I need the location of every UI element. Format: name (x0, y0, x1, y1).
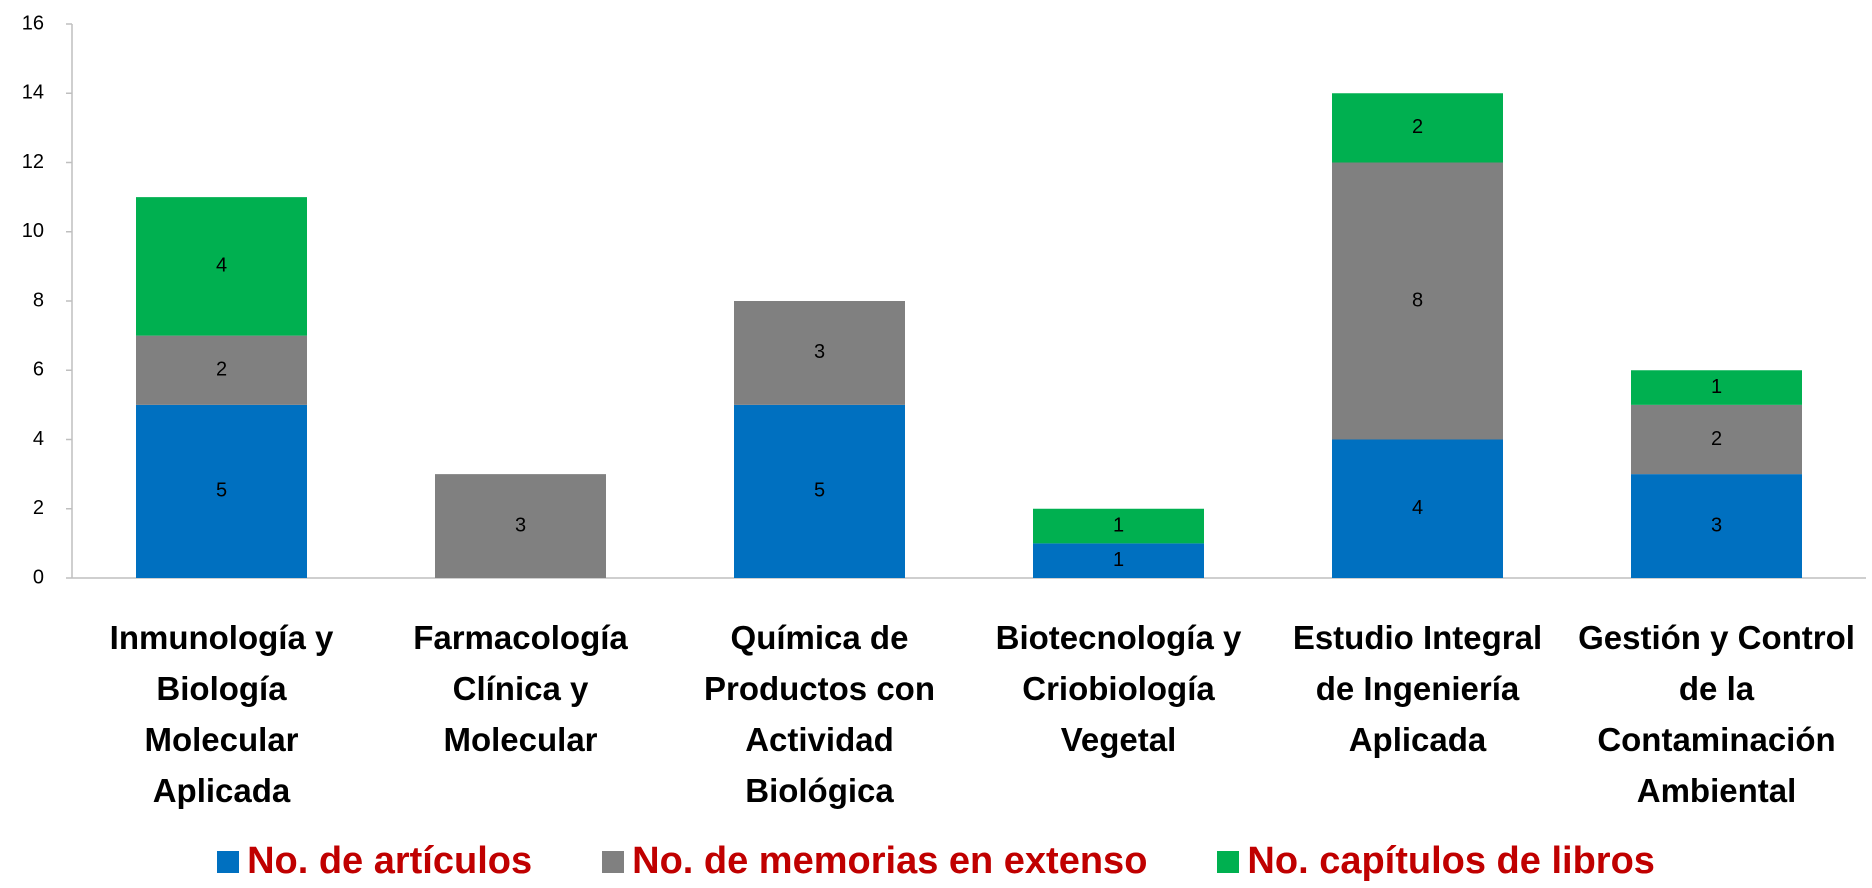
y-tick-label: 8 (33, 289, 44, 311)
bar-segment (734, 404, 905, 578)
y-tick-label: 0 (33, 566, 44, 588)
bar-segment (1631, 474, 1802, 578)
bar-segment (1631, 404, 1802, 475)
data-label: 8 (1412, 289, 1423, 311)
x-tick-label: Gestión y Control de la Contaminación Am… (1578, 619, 1855, 809)
data-label: 3 (1711, 514, 1722, 536)
y-tick-label: 16 (22, 12, 44, 34)
legend-label: No. capítulos de libros (1247, 840, 1655, 882)
data-label: 2 (1711, 428, 1722, 450)
bar-segment (1033, 508, 1204, 544)
x-tick-label: Biotecnología y Criobiología Vegetal (995, 619, 1242, 758)
legend-item: No. de artículos (217, 840, 532, 883)
data-label: 5 (814, 480, 825, 502)
legend-item: No. de memorias en extenso (602, 840, 1147, 883)
bar-segment (136, 197, 307, 336)
bar-segment (136, 404, 307, 578)
x-tick-label: Química de Productos con Actividad Bioló… (703, 619, 936, 809)
data-label: 4 (216, 255, 227, 277)
y-tick-label: 4 (33, 428, 44, 450)
data-label: 1 (1113, 549, 1124, 571)
legend-label: No. de memorias en extenso (632, 840, 1148, 882)
legend: No. de artículos No. de memorias en exten… (0, 840, 1872, 883)
data-label: 1 (1711, 376, 1722, 398)
legend-swatch (217, 850, 240, 873)
y-tick-label: 10 (22, 220, 44, 242)
bar-segment (1332, 439, 1503, 578)
bar-segment (435, 474, 606, 578)
data-label: 1 (1113, 514, 1124, 536)
legend-swatch (602, 850, 625, 873)
data-label: 4 (1412, 497, 1423, 519)
x-tick-label: Estudio Integral de Ingeniería Aplicada (1292, 619, 1543, 758)
x-tick-label: Farmacología Clínica y Molecular (413, 619, 628, 758)
bar-segment (734, 301, 905, 405)
y-tick-label: 6 (33, 359, 44, 381)
bar-segment (1631, 370, 1802, 405)
y-tick-label: 2 (33, 497, 44, 519)
data-label: 3 (814, 341, 825, 363)
bar-segment (136, 335, 307, 405)
y-tick-label: 14 (22, 82, 44, 104)
data-label: 2 (216, 359, 227, 381)
y-tick-label: 12 (22, 151, 44, 173)
x-tick-label: Inmunología y Biología Molecular Aplicad… (109, 619, 334, 809)
legend-item: No. capítulos de libros (1217, 840, 1655, 883)
legend-swatch (1217, 850, 1240, 873)
bar-segment (1033, 543, 1204, 578)
data-label: 2 (1412, 116, 1423, 138)
legend-label: No. de artículos (247, 840, 533, 882)
data-label: 3 (515, 514, 526, 536)
data-label: 5 (216, 480, 227, 502)
bar-segment (1332, 162, 1503, 440)
bar-segment (1332, 93, 1503, 163)
